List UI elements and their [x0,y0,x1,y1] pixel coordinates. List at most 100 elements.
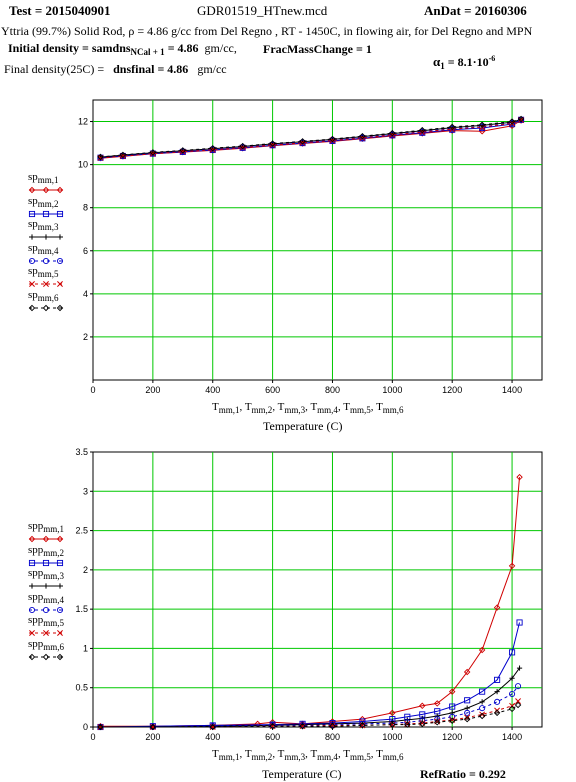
final-density-unit: gm/cc [197,62,227,76]
series-point-4 [464,709,471,716]
x-tick-label: 1400 [502,385,522,395]
y-tick-label: 12 [78,117,88,127]
x-expr-term: T [212,401,219,413]
series-point-4 [299,722,306,729]
legend-label: spmm,4 [28,241,59,256]
series-point-4 [269,722,276,729]
final-density-line: Final density(25C) = dnsfinal = 4.86 gm/… [4,62,227,77]
x-expr-sub: mm,2 [251,405,273,415]
series-point-6 [463,715,471,723]
series-point-6 [508,118,516,125]
legend-point [42,606,50,613]
series-point-6 [404,721,411,728]
legend-point [28,210,36,217]
legend-label: sppmm,3 [28,567,65,582]
series-point-3 [434,713,440,719]
legend-point [57,630,63,636]
series-point-6 [97,723,104,731]
legend-point [56,559,64,566]
initial-density-prefix: Initial density = [8,41,92,55]
final-density-value: = 4.86 [154,62,189,76]
x-tick-label: 1200 [442,385,462,395]
series-point-1 [516,473,523,481]
series-point-5 [464,714,471,721]
series-point-2 [509,649,516,656]
x-axis-label-bottom: Temperature (C) [262,767,342,781]
series-point-6 [514,701,522,709]
series-point-3 [509,675,515,681]
legend-point [56,186,64,194]
series-point-6 [508,705,516,713]
series-line-1 [100,477,520,727]
x-tick-label: 1000 [382,732,402,742]
series-point-6 [149,149,157,156]
legend-marker [28,535,64,543]
series-point-6 [299,138,306,145]
series-point-6 [119,151,127,159]
legend-point [56,210,64,217]
legend-point [28,257,36,264]
legend-marker [28,210,64,217]
legend-point [43,234,49,240]
legend-point [28,559,36,566]
an-dat-label: AnDat = 20160306 [424,3,527,18]
series-point-3 [494,689,500,695]
x-expr-sub: mm,6 [382,752,404,762]
legend-point [28,535,36,543]
series-point-6 [359,132,366,140]
legend-point [56,535,64,543]
x-tick-label: 800 [325,732,340,742]
series-point-2 [494,676,501,683]
legend-point [42,535,50,543]
legend-marker [29,234,63,240]
legend-label: sppmm,1 [28,520,65,535]
x-expr-term: T [376,401,383,413]
legend-point [29,234,35,240]
x-expr-sub: mm,1 [218,752,240,762]
legend-marker [28,304,64,311]
series-point-6 [97,153,104,161]
legend-item: sppmm,2 [28,544,64,567]
y-tick-label: 1 [83,643,88,653]
plot-frame [92,99,543,381]
x-axis-expr-bottom: Tmm,1, Tmm,2, Tmm,3, Tmm,4, Tmm,5, Tmm,6 [212,748,404,762]
legend-point [57,281,63,287]
y-tick-label: 6 [83,246,88,256]
x-expr-term: T [310,748,318,760]
series-point-5 [389,721,396,728]
series-point-6 [149,723,157,731]
legend-point [56,606,64,613]
series-point-6 [179,147,187,154]
legend-point [42,186,50,194]
legend-point [56,304,64,311]
legend-label: spmm,5 [28,265,59,280]
chart-top: 0 200 400 600 800 1000 1200 1400 2 4 6 8 10 12 [78,99,543,395]
series-point-6 [478,121,486,129]
series-point-4 [509,690,516,698]
legend-point [28,653,36,660]
x-expr-sub: mm,3 [284,752,306,762]
initial-density-sub: NCal + 1 [130,47,165,57]
legend-point [57,583,63,589]
x-axis-label-top: Temperature (C) [263,419,343,433]
initial-density-value: = 4.86 [164,41,199,55]
y-tick-label: 3.5 [75,447,88,457]
series-point-1 [433,700,441,707]
alpha-expression: α1 = 8.1·10-6 [433,54,495,71]
x-tick-label: 800 [325,385,340,395]
legend-point [42,304,50,311]
series-line-6 [100,118,522,158]
legend-point [43,281,49,287]
legend-marker [28,186,64,194]
legend-label: sppmm,6 [28,637,65,652]
series-line-6 [100,704,519,728]
final-density-var: dnsfinal [113,62,155,76]
legend-marker [28,606,64,613]
initial-density-unit: gm/cc, [204,41,237,55]
series-point-5 [299,723,306,730]
x-expr-term: T [244,401,252,413]
y-tick-label: 2 [83,332,88,342]
series-point-5 [269,723,276,730]
legend-point [42,257,50,264]
legend-point [29,583,35,589]
